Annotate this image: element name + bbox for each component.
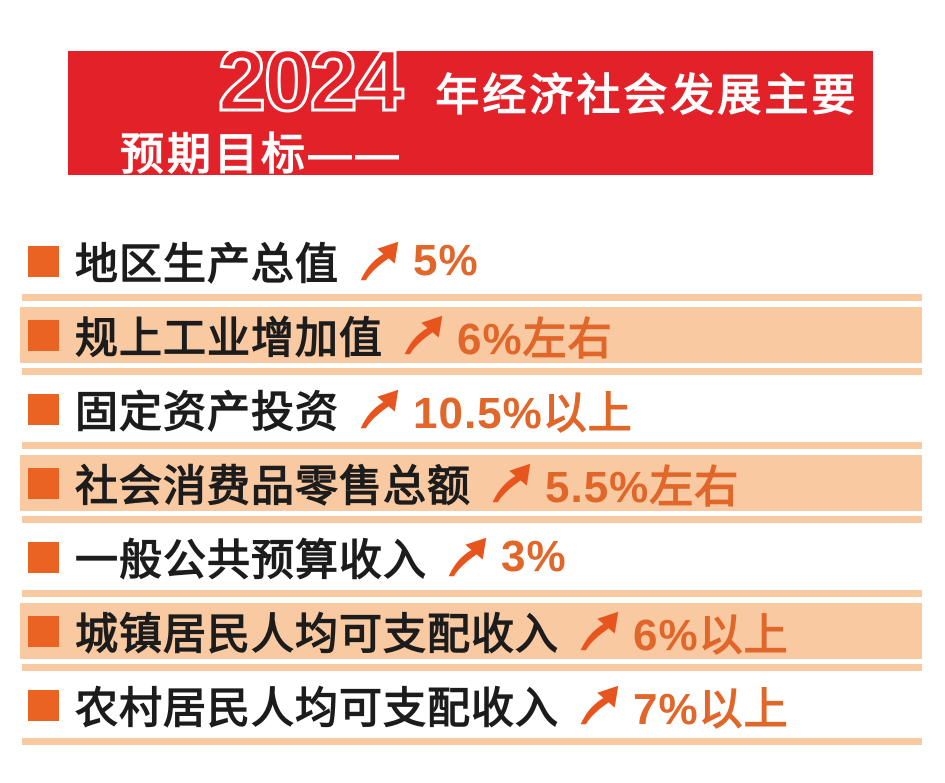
row-content: 一般公共预算收入 3% <box>20 529 922 585</box>
row-content: 城镇居民人均可支配收入 6%以上 <box>20 603 922 660</box>
separator-line <box>22 368 922 375</box>
target-value: 7%以上 <box>633 685 789 734</box>
up-arrow-icon <box>360 389 399 429</box>
square-bullet-icon <box>28 541 59 573</box>
square-bullet-icon <box>28 689 59 721</box>
header-banner: 2024 年经济社会发展主要 预期目标—— <box>68 37 873 179</box>
row-content: 固定资产投资 10.5%以上 <box>20 381 922 438</box>
square-bullet-icon <box>28 615 59 647</box>
target-value: 5% <box>413 236 479 285</box>
target-row-public-budget-revenue: 一般公共预算收入 3% <box>20 529 922 597</box>
targets-list: 地区生产总值 5% 规上工业增加值 6%左右 固定资产投资 10.5%以上 <box>20 233 922 751</box>
target-row-industrial-output: 规上工业增加值 6%左右 <box>20 307 922 375</box>
separator-line <box>22 516 922 523</box>
target-value: 10.5%以上 <box>413 389 633 438</box>
target-row-fixed-asset-investment: 固定资产投资 10.5%以上 <box>20 381 922 449</box>
target-label: 社会消费品零售总额 <box>75 463 471 511</box>
up-arrow-icon <box>360 241 399 281</box>
square-bullet-icon <box>28 319 59 351</box>
target-value: 3% <box>501 532 567 581</box>
row-content: 规上工业增加值 6%左右 <box>20 307 922 364</box>
up-arrow-icon <box>404 315 443 355</box>
square-bullet-icon <box>28 467 59 499</box>
target-label: 农村居民人均可支配收入 <box>75 685 559 733</box>
target-value: 6%左右 <box>457 315 613 364</box>
target-label: 固定资产投资 <box>75 389 339 437</box>
separator-line <box>22 294 922 301</box>
target-row-retail-sales: 社会消费品零售总额 5.5%左右 <box>20 455 922 523</box>
up-arrow-icon <box>580 611 619 651</box>
separator-line <box>22 664 922 671</box>
up-arrow-icon <box>492 463 531 503</box>
target-row-gdp: 地区生产总值 5% <box>20 233 922 301</box>
up-arrow-icon <box>448 537 487 577</box>
square-bullet-icon <box>28 393 59 425</box>
separator-line <box>22 442 922 449</box>
target-value: 6%以上 <box>633 611 789 660</box>
target-row-urban-income: 城镇居民人均可支配收入 6%以上 <box>20 603 922 671</box>
target-value: 5.5%左右 <box>545 463 740 512</box>
target-label: 一般公共预算收入 <box>75 537 427 585</box>
square-bullet-icon <box>28 245 59 277</box>
target-label: 规上工业增加值 <box>75 315 383 363</box>
separator-line <box>22 738 922 745</box>
banner-title-line2: 预期目标—— <box>120 130 402 179</box>
up-arrow-icon <box>580 685 619 725</box>
target-row-rural-income: 农村居民人均可支配收入 7%以上 <box>20 677 922 745</box>
separator-line <box>22 590 922 597</box>
banner-title-line1: 2024 年经济社会发展主要 <box>68 37 873 126</box>
row-content: 社会消费品零售总额 5.5%左右 <box>20 455 922 512</box>
banner-year: 2024 <box>216 33 404 129</box>
target-label: 地区生产总值 <box>75 241 339 289</box>
row-content: 地区生产总值 5% <box>20 233 922 289</box>
banner-title-text: 年经济社会发展主要 <box>435 71 859 120</box>
target-label: 城镇居民人均可支配收入 <box>75 611 559 659</box>
row-content: 农村居民人均可支配收入 7%以上 <box>20 677 922 734</box>
